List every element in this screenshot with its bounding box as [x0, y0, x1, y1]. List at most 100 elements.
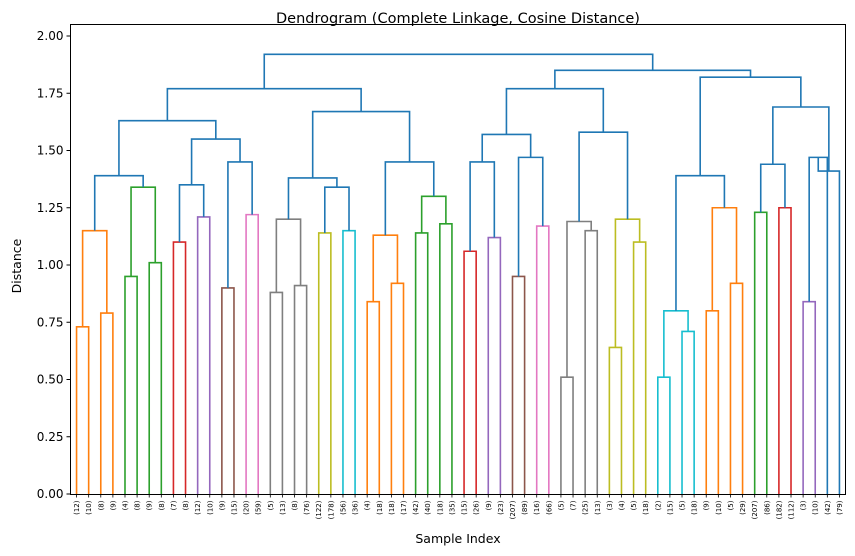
dendrogram-link [75, 326, 90, 494]
y-tick-label: 1.00 [37, 258, 64, 272]
y-axis: 0.00 0.25 0.50 0.75 1.00 1.25 1.50 1.75 2.00 [37, 29, 71, 501]
leaf-label: (18) [691, 500, 699, 515]
y-tick-label: 1.50 [37, 144, 64, 158]
dendrogram-link [802, 300, 817, 494]
leaf-label: (23) [497, 500, 505, 515]
dendrogram-link [681, 330, 695, 494]
plot-frame [70, 24, 846, 495]
leaf-label: (15) [666, 500, 674, 515]
dendrogram-link [699, 76, 802, 176]
leaf-label: (8) [158, 500, 166, 510]
x-axis: (12) (10) (8) (9) (4) (8) (9) (8) (7) (8) (12) (10)… [73, 494, 844, 519]
leaf-label: (56) [339, 500, 347, 515]
leaf-label: (42) [412, 500, 420, 515]
dendrogram-link [584, 229, 599, 494]
leaf-label: (112) [788, 500, 796, 519]
dendrogram-link [463, 250, 477, 494]
leaf-label: (40) [424, 500, 432, 515]
dendrogram-link [675, 174, 726, 311]
leaf-label: (89) [521, 500, 529, 515]
dendrogram-link [772, 106, 830, 172]
leaf-label: (17) [400, 500, 408, 515]
dendrogram-link [372, 234, 399, 302]
leaf-label: (182) [775, 500, 783, 519]
dendrogram-link [414, 232, 429, 494]
leaf-label: (5) [630, 500, 638, 510]
dendrogram-link [245, 213, 259, 494]
dendrogram-link [124, 275, 138, 494]
leaf-label: (5) [557, 500, 565, 510]
leaf-label: (59) [255, 500, 263, 515]
dendrogram-link [196, 216, 211, 494]
dendrogram-link [753, 211, 768, 494]
dendrogram-link [287, 177, 338, 220]
leaf-label: (8) [182, 500, 190, 510]
y-tick-label: 1.25 [37, 201, 64, 215]
leaf-label: (9) [218, 500, 226, 510]
leaf-label: (5) [267, 500, 275, 510]
leaf-label: (18) [388, 500, 396, 515]
leaf-label: (12) [73, 500, 81, 515]
leaf-label: (86) [763, 500, 771, 515]
dendrogram-link [817, 157, 841, 494]
dendrogram-link [566, 220, 593, 378]
dendrogram-link [808, 156, 829, 494]
leaf-label: (13) [279, 500, 287, 515]
dendrogram-link [275, 218, 302, 293]
leaf-label: (3) [800, 500, 808, 510]
dendrogram-link [263, 53, 654, 89]
leaf-label: (8) [134, 500, 142, 510]
leaf-label: (66) [545, 500, 553, 515]
dendrogram-link [323, 186, 350, 233]
dendrogram-link [118, 119, 217, 176]
leaf-label: (207) [509, 500, 517, 519]
dendrogram-link [269, 291, 284, 494]
dendrogram-link [663, 310, 689, 378]
dendrogram-link [227, 161, 253, 288]
leaf-label: (26) [473, 500, 481, 515]
leaf-label: (5) [727, 500, 735, 510]
leaf-label: (29) [739, 500, 747, 515]
dendrogram-link [511, 275, 526, 494]
leaf-label: (15) [461, 500, 469, 515]
dendrogram-link [560, 376, 574, 494]
leaf-label: (35) [448, 500, 456, 515]
leaf-label: (7) [170, 500, 178, 510]
leaf-label: (36) [352, 500, 360, 515]
leaf-label: (10) [206, 500, 214, 515]
y-tick-label: 1.75 [37, 86, 64, 100]
leaf-label: (207) [751, 500, 759, 519]
y-tick-label: 0.00 [37, 487, 64, 501]
leaf-label: (25) [582, 500, 590, 515]
chart-title: Dendrogram (Complete Linkage, Cosine Dis… [276, 11, 640, 27]
leaf-label: (9) [703, 500, 711, 510]
leaf-label: (12) [194, 500, 202, 515]
leaf-label: (2) [654, 500, 662, 510]
leaf-label: (7) [570, 500, 578, 510]
dendrogram-link [614, 218, 641, 348]
dendrogram-link [632, 241, 647, 494]
leaf-label: (122) [315, 500, 323, 519]
dendrogram-link [439, 222, 453, 494]
dendrogram-link [535, 225, 550, 494]
leaf-label: (3) [606, 500, 614, 510]
y-tick-label: 0.50 [37, 373, 64, 387]
dendrogram-link [311, 110, 411, 178]
dendrogram-link [729, 282, 744, 494]
dendrogram-link [99, 312, 114, 494]
leaf-label: (18) [642, 500, 650, 515]
leaf-label: (79) [836, 500, 844, 515]
leaf-label: (10) [715, 500, 723, 515]
leaf-label: (18) [376, 500, 384, 515]
dendrogram-link [390, 282, 405, 494]
leaf-label: (13) [594, 500, 602, 515]
leaf-label: (178) [327, 500, 335, 519]
dendrogram-link [93, 174, 144, 231]
leaf-label: (4) [618, 500, 626, 510]
x-axis-label: Sample Index [415, 531, 500, 546]
leaf-label: (42) [824, 500, 832, 515]
dendrogram-links [75, 53, 841, 494]
dendrogram-link [487, 236, 502, 494]
dendrogram-link [578, 131, 629, 222]
